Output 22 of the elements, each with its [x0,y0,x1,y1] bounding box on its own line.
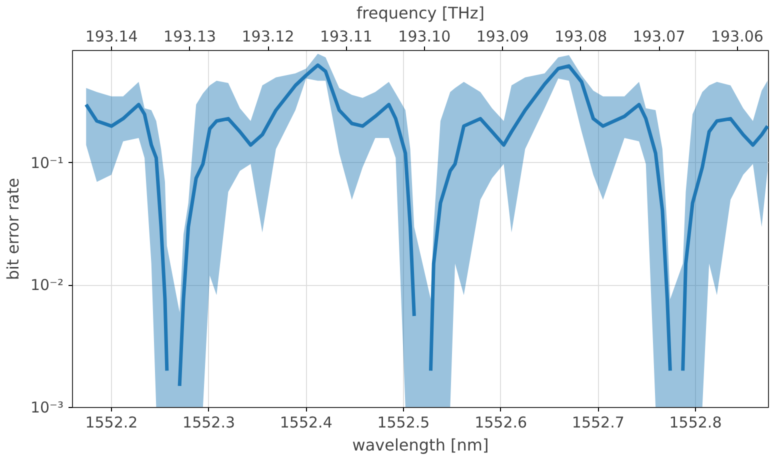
x2-tick-label: 193.11 [320,28,372,46]
x2-tick-label: 193.10 [398,28,451,46]
y-tick-label: 10⁻¹ [30,154,64,172]
x-tick-label: 1552.5 [377,414,430,432]
x-axis-title: wavelength [nm] [352,436,489,454]
x-tick-label: 1552.2 [85,414,138,432]
x2-tick-label: 193.08 [554,28,608,46]
x2-tick-label: 193.09 [476,28,529,46]
x-tick-label: 1552.6 [474,414,528,432]
x-tick-label: 1552.3 [182,414,236,432]
x2-axis-title: frequency [THz] [356,4,485,22]
x2-tick-label: 193.07 [632,28,686,46]
x2-tick-label: 193.06 [710,28,764,46]
x-tick-label: 1552.8 [669,414,722,432]
y-tick-label: 10⁻² [30,276,64,294]
y-tick-label: 10⁻³ [30,398,64,416]
x2-tick-label: 193.12 [242,28,294,46]
x2-tick-label: 193.14 [85,28,138,46]
y-axis-title: bit error rate [3,178,22,280]
x-tick-label: 1552.7 [572,414,624,432]
x2-tick-label: 193.13 [164,28,216,46]
x-tick-label: 1552.4 [280,414,332,432]
